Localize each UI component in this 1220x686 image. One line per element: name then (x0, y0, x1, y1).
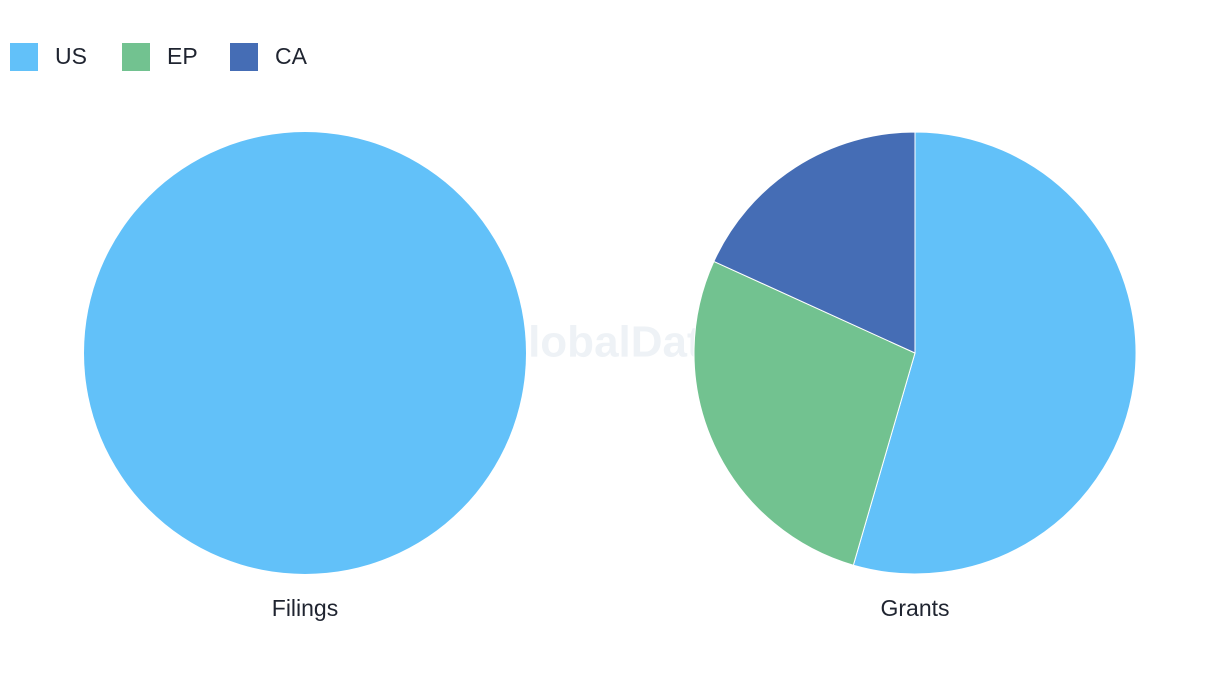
legend-label: EP (167, 43, 198, 69)
legend-swatch (230, 43, 258, 71)
legend-label: US (55, 43, 87, 69)
pie-slice (852, 131, 1137, 575)
pie-slice (693, 260, 916, 566)
pie-slice (84, 132, 526, 574)
pie-title: Filings (272, 595, 338, 621)
watermark: GlobalData (494, 318, 727, 367)
legend-swatch (10, 43, 38, 71)
legend-swatch (122, 43, 150, 71)
pie-slice (713, 131, 916, 354)
legend-label: CA (275, 43, 308, 69)
pie-title: Grants (880, 595, 949, 621)
